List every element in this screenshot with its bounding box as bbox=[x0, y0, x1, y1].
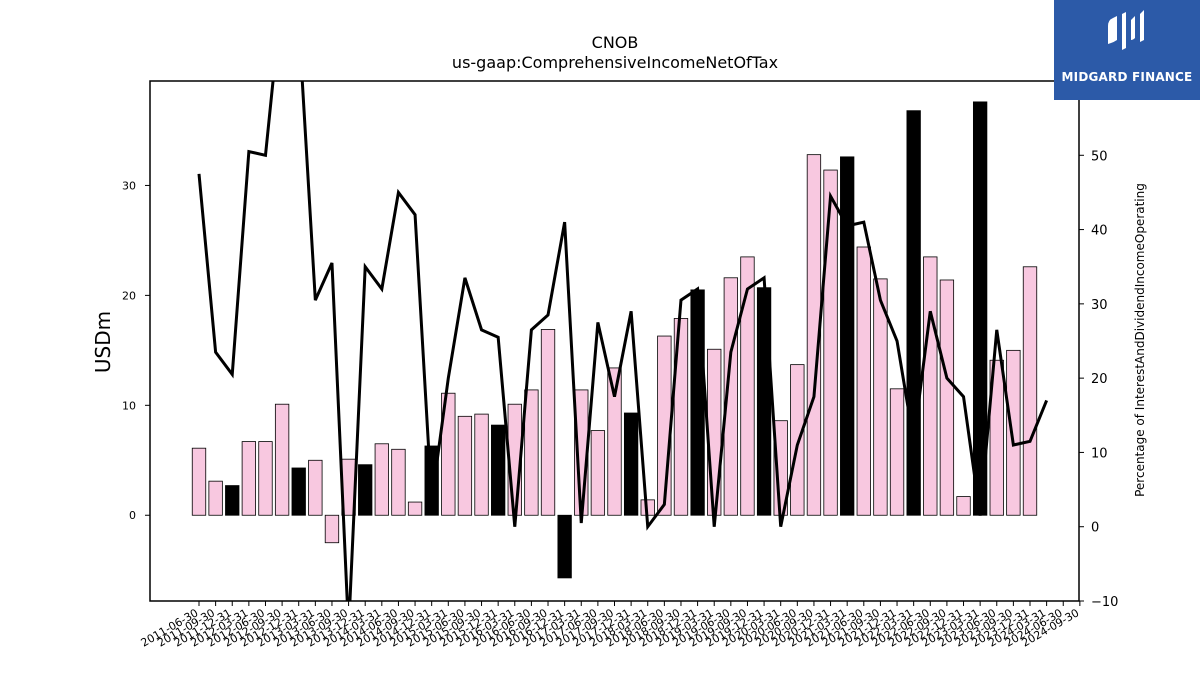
bar bbox=[324, 514, 340, 544]
bar bbox=[474, 413, 489, 516]
bar bbox=[790, 364, 805, 516]
bar bbox=[557, 514, 572, 579]
bar bbox=[274, 403, 290, 516]
y-axis-label: USDm bbox=[91, 311, 115, 373]
bar bbox=[1006, 349, 1021, 516]
bar bbox=[457, 415, 473, 516]
line-series bbox=[197, 81, 1049, 601]
y2-tick-label: −10 bbox=[1091, 595, 1118, 610]
bar-series bbox=[191, 101, 1038, 579]
bar bbox=[856, 246, 871, 516]
chart-subtitle: us-gaap:ComprehensiveIncomeNetOfTax bbox=[452, 53, 778, 72]
bar bbox=[873, 278, 888, 516]
bar bbox=[939, 279, 955, 516]
series-line bbox=[197, 81, 1049, 601]
y-tick-label: 10 bbox=[122, 399, 136, 412]
y-tick-label: 0 bbox=[129, 509, 136, 522]
bar bbox=[889, 388, 905, 516]
y2-axis-ticks: −10 0 10 20 30 40 50 bbox=[1079, 149, 1118, 610]
bar bbox=[291, 467, 306, 516]
bar bbox=[225, 485, 240, 516]
bar bbox=[540, 329, 556, 516]
y2-tick-label: 50 bbox=[1091, 149, 1108, 164]
bar bbox=[740, 256, 755, 516]
x-axis-ticks: 2011-06-302011-09-302011-12-312012-03-31… bbox=[139, 601, 1081, 650]
y-tick-label: 20 bbox=[122, 289, 136, 302]
y2-tick-label: 30 bbox=[1091, 298, 1108, 313]
bar bbox=[823, 169, 838, 516]
bar bbox=[607, 367, 622, 516]
bar bbox=[374, 443, 389, 516]
bar bbox=[756, 287, 772, 516]
bar bbox=[441, 392, 456, 516]
bar bbox=[524, 389, 539, 516]
plot-frame bbox=[149, 80, 1080, 602]
bar bbox=[258, 441, 273, 516]
chart-title: CNOB bbox=[592, 33, 639, 52]
bar bbox=[906, 110, 921, 516]
y-tick-label: 30 bbox=[122, 179, 136, 192]
bar bbox=[491, 424, 506, 516]
bar bbox=[590, 430, 606, 516]
bar bbox=[308, 459, 323, 516]
bar bbox=[407, 501, 423, 516]
y2-tick-label: 0 bbox=[1091, 521, 1099, 536]
bar bbox=[1022, 266, 1038, 516]
logo-text: MIDGARD FINANCE bbox=[1061, 70, 1193, 84]
bar bbox=[241, 441, 257, 516]
midgard-logo-icon bbox=[1108, 10, 1144, 50]
midgard-logo: MIDGARD FINANCE bbox=[1054, 0, 1200, 100]
bar bbox=[989, 359, 1004, 516]
y2-tick-label: 40 bbox=[1091, 224, 1108, 239]
bar bbox=[956, 496, 971, 516]
bar bbox=[391, 448, 406, 516]
y2-tick-label: 10 bbox=[1091, 446, 1108, 461]
bar bbox=[208, 480, 223, 516]
bar bbox=[806, 154, 822, 516]
y2-axis-label: Percentage of InterestAndDividendIncomeO… bbox=[1133, 183, 1147, 497]
bar bbox=[358, 464, 373, 516]
bar bbox=[623, 412, 639, 516]
bar bbox=[690, 289, 705, 516]
bar bbox=[191, 447, 207, 516]
y-axis-ticks: 0 10 20 30 bbox=[122, 179, 150, 522]
bar bbox=[923, 256, 938, 516]
bar bbox=[840, 156, 855, 516]
y2-tick-label: 20 bbox=[1091, 372, 1108, 387]
